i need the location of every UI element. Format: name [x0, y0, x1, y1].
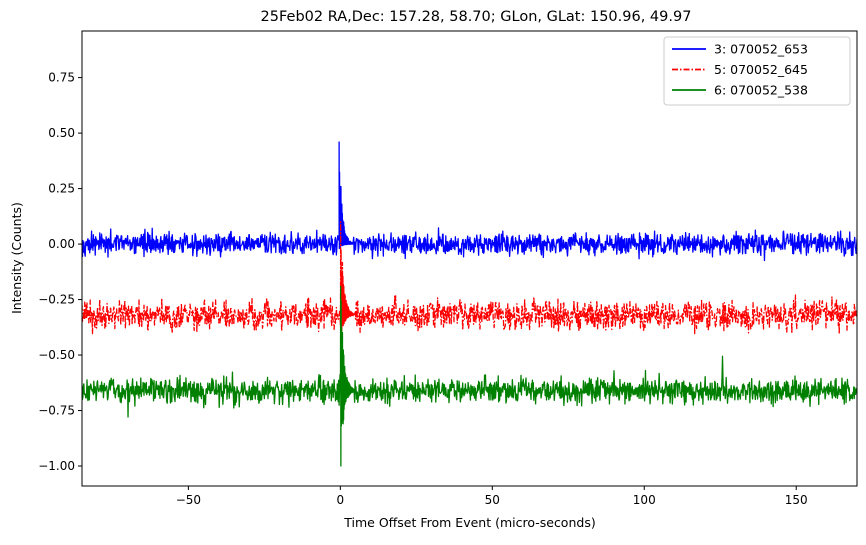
y-tick-label: −0.50 — [38, 348, 75, 362]
y-axis-ticks: −1.00 −0.75 −0.50 −0.25 0.00 0.25 0.50 0.75 — [38, 71, 82, 473]
y-tick-label: 0.25 — [48, 182, 75, 196]
y-tick-label: 0.75 — [48, 71, 75, 85]
y-tick-label: 0.00 — [48, 237, 75, 251]
plot-frame — [81, 30, 858, 487]
legend-label: 6: 070052_538 — [714, 83, 808, 98]
series-line — [82, 285, 857, 467]
legend-box — [663, 36, 851, 106]
x-tick-label: 0 — [337, 493, 345, 507]
series-line — [82, 221, 857, 345]
x-axis-title: Time Offset From Event (micro-seconds) — [343, 515, 595, 530]
series-line — [82, 141, 857, 262]
x-tick-label: −50 — [176, 493, 201, 507]
series-layer — [82, 141, 857, 467]
x-tick-label: 150 — [785, 493, 808, 507]
y-tick-label: −0.75 — [38, 404, 75, 418]
x-tick-label: 50 — [485, 493, 500, 507]
y-axis-title: Intensity (Counts) — [9, 202, 24, 314]
y-tick-label: −1.00 — [38, 459, 75, 473]
y-tick-label: −0.25 — [38, 293, 75, 307]
x-axis-ticks: −50 0 50 100 150 — [176, 486, 808, 507]
legend: 3: 070052_653 5: 070052_645 6: 070052_538 — [663, 36, 851, 106]
x-tick-label: 100 — [633, 493, 656, 507]
legend-label: 3: 070052_653 — [714, 42, 808, 57]
y-tick-label: 0.50 — [48, 126, 75, 140]
chart-title: 25Feb02 RA,Dec: 157.28, 58.70; GLon, GLa… — [261, 9, 692, 25]
legend-label: 5: 070052_645 — [714, 62, 808, 77]
